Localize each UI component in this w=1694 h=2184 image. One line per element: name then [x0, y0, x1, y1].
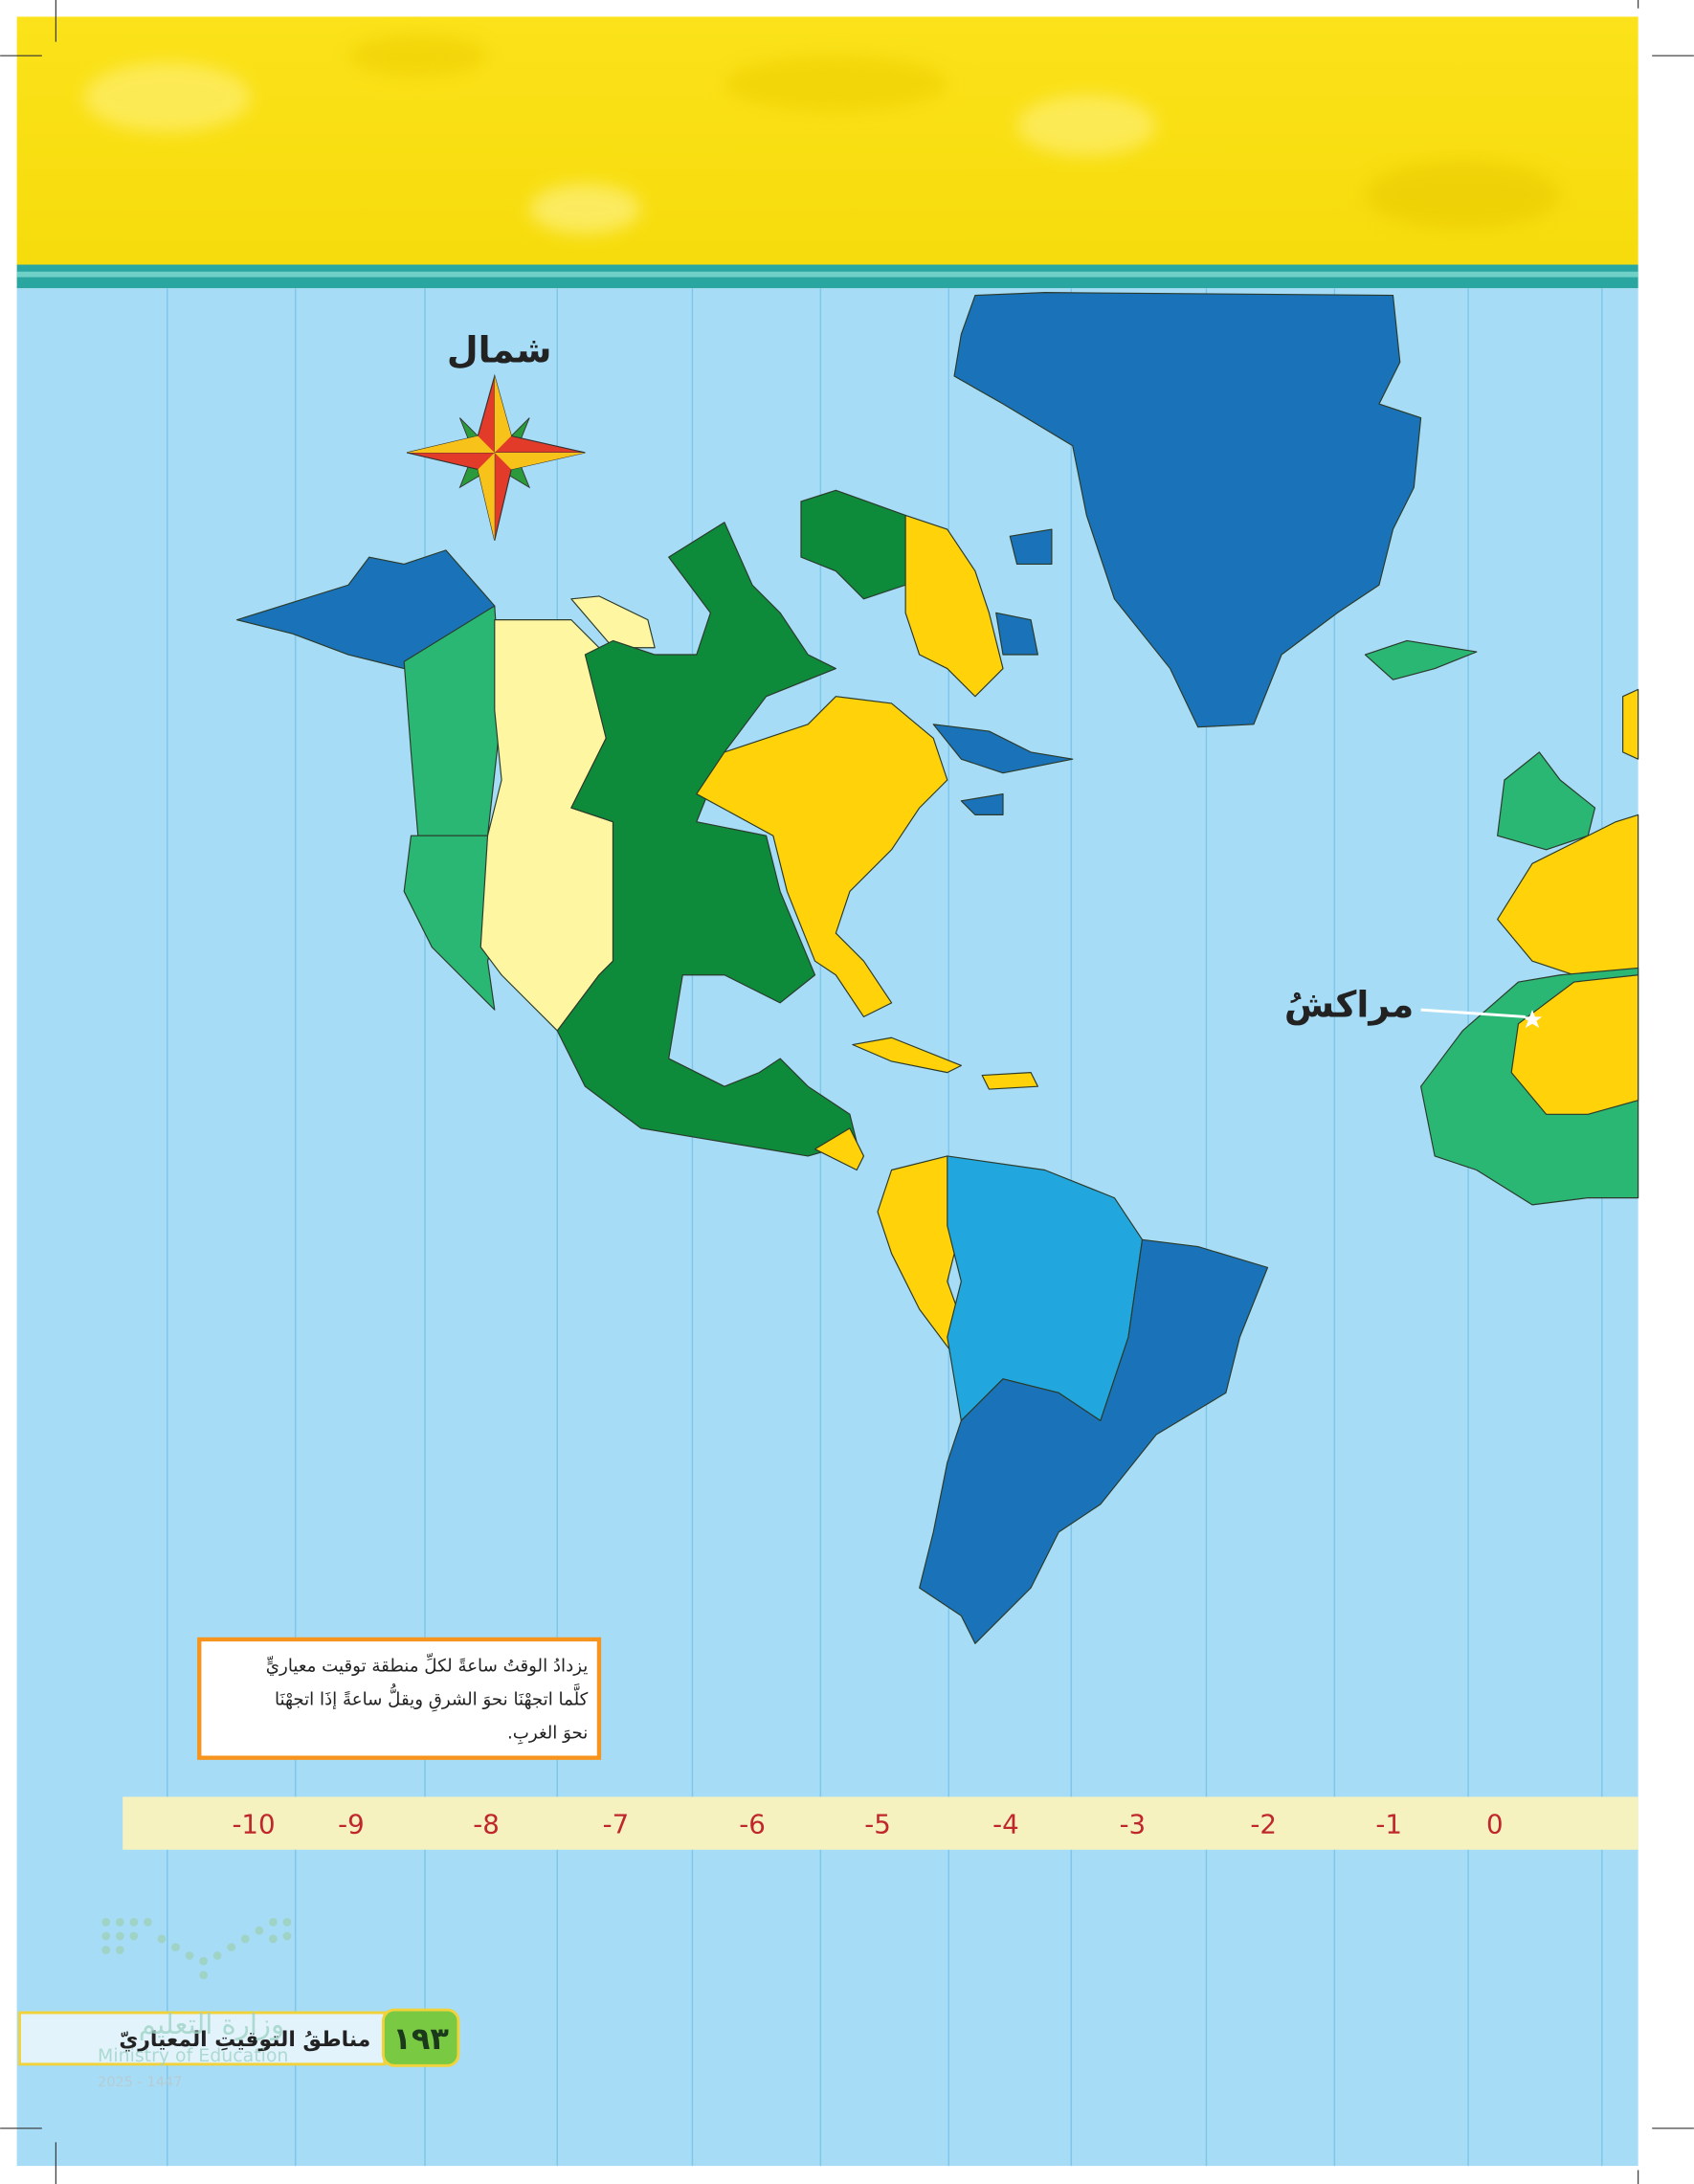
- zone-strip: [123, 1796, 1638, 1850]
- note-box: [197, 1637, 602, 1760]
- zone-label: -7: [603, 1808, 630, 1839]
- arctic-island: [570, 595, 656, 649]
- zone-label: -8: [473, 1808, 500, 1839]
- header-texture: [83, 34, 1561, 234]
- zone-label: -3: [1120, 1808, 1147, 1839]
- page-number-box: [381, 2008, 460, 2067]
- iceland: [1364, 639, 1478, 680]
- zone-lines: [167, 288, 1603, 2167]
- watermark-arabic: وزارة التعليم: [139, 2008, 284, 2041]
- ocean: [16, 288, 1638, 2167]
- compass: [406, 373, 586, 541]
- zone-label: -10: [232, 1808, 275, 1839]
- south-america-east: [919, 1238, 1269, 1644]
- section-title-box: [18, 2011, 387, 2066]
- zone-label: -4: [992, 1808, 1019, 1839]
- header-strip-highlight: [16, 271, 1638, 278]
- zone-label: 0: [1486, 1808, 1504, 1839]
- note-line: نحوَ الغربِ.: [507, 1723, 588, 1745]
- zone-label: -2: [1250, 1808, 1277, 1839]
- zone-labels: -10 -9 -8 -7 -6 -5 -4 -3 -2 -1 0: [232, 1808, 1503, 1839]
- greenland: [953, 292, 1422, 728]
- watermark-english: Ministry of Education: [98, 2045, 288, 2066]
- header-band: [16, 16, 1638, 265]
- city-label: مراكشُ: [1284, 983, 1414, 1025]
- city-marker: [1522, 1010, 1543, 1029]
- section-title: مناطقُ التوقيتِ المعياريّ: [119, 2028, 370, 2052]
- newfoundland: [932, 724, 1074, 774]
- city-pointer: [1420, 1008, 1526, 1018]
- central-zone: [556, 522, 858, 1157]
- cuba: [852, 1036, 962, 1074]
- zone-label: -9: [338, 1808, 365, 1839]
- baffin-east: [904, 514, 1004, 698]
- note-line: يزدادُ الوقتُ ساعةً لكلِّ منطقة توقيت مع…: [266, 1653, 589, 1677]
- zone-label: -6: [739, 1808, 766, 1839]
- watermark-year: 2025 - 1447: [98, 2074, 183, 2090]
- page-number: ١٩٣: [392, 2020, 449, 2057]
- africa-north: [1510, 974, 1639, 1115]
- island: [960, 792, 1004, 815]
- zone-label: -5: [864, 1808, 891, 1839]
- hispaniola: [981, 1072, 1038, 1090]
- island: [1009, 528, 1053, 566]
- britain: [1497, 751, 1596, 851]
- eastern-zone: [696, 696, 948, 1017]
- panama: [814, 1127, 865, 1171]
- landmasses: [235, 292, 1639, 1644]
- north-label: شمال: [447, 328, 552, 370]
- island: [995, 612, 1038, 656]
- baffin-west: [800, 489, 906, 600]
- ministry-logo: [101, 1918, 292, 1980]
- zone-label: -1: [1375, 1808, 1402, 1839]
- scandinavia: [1622, 688, 1639, 760]
